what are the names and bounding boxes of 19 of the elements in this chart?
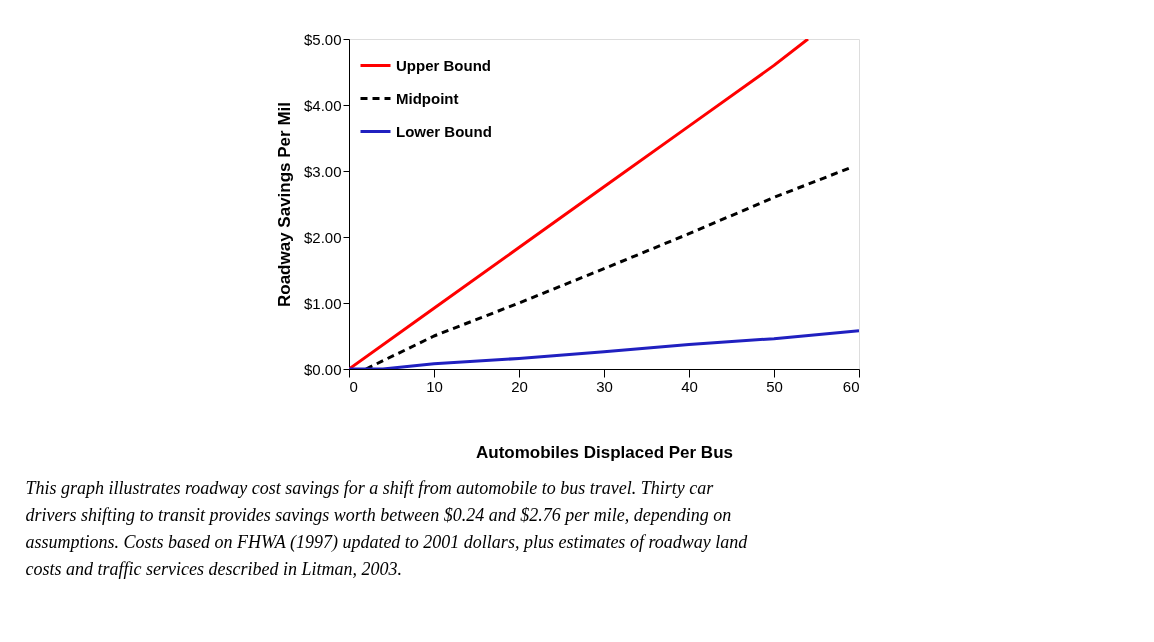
text: This graph illustrates roadway cost savings for a shift from automobile to bus travel. Thirty car drivers shifting to transit provides savings worth between $0.24 and $2.76 per mile, depending on assumptions. Costs based on FHWA (1997) updated to 2001 dollars, plus estimates of roadway land costs and traffic services described in Litman, 2003. [25, 478, 749, 579]
x-axis-title: Automobiles Displaced Per Bus [476, 442, 733, 462]
x-tick-label: 20 [511, 377, 528, 395]
y-tick-label: $3.00 [303, 162, 342, 180]
x-tick-label: 30 [596, 377, 613, 395]
legend-label: Lower Bound [396, 122, 492, 140]
x-tick-label: 40 [681, 377, 698, 395]
y-tick-label: $0.00 [303, 360, 342, 378]
x-tick-label: 60 [842, 377, 860, 395]
y-tick-label: $5.00 [303, 30, 342, 48]
x-tick-label: 50 [766, 377, 783, 395]
legend-label: Midpoint [396, 89, 459, 107]
y-axis-title: Roadway Savings Per Mil [274, 101, 294, 308]
x-tick-label: 10 [426, 377, 443, 395]
y-tick-label: $4.00 [303, 96, 342, 114]
y-tick-label: $2.00 [303, 228, 342, 246]
legend-label: Upper Bound [396, 56, 491, 74]
x-tick-label: 0 [349, 377, 358, 395]
y-tick-label: $1.00 [303, 294, 342, 312]
